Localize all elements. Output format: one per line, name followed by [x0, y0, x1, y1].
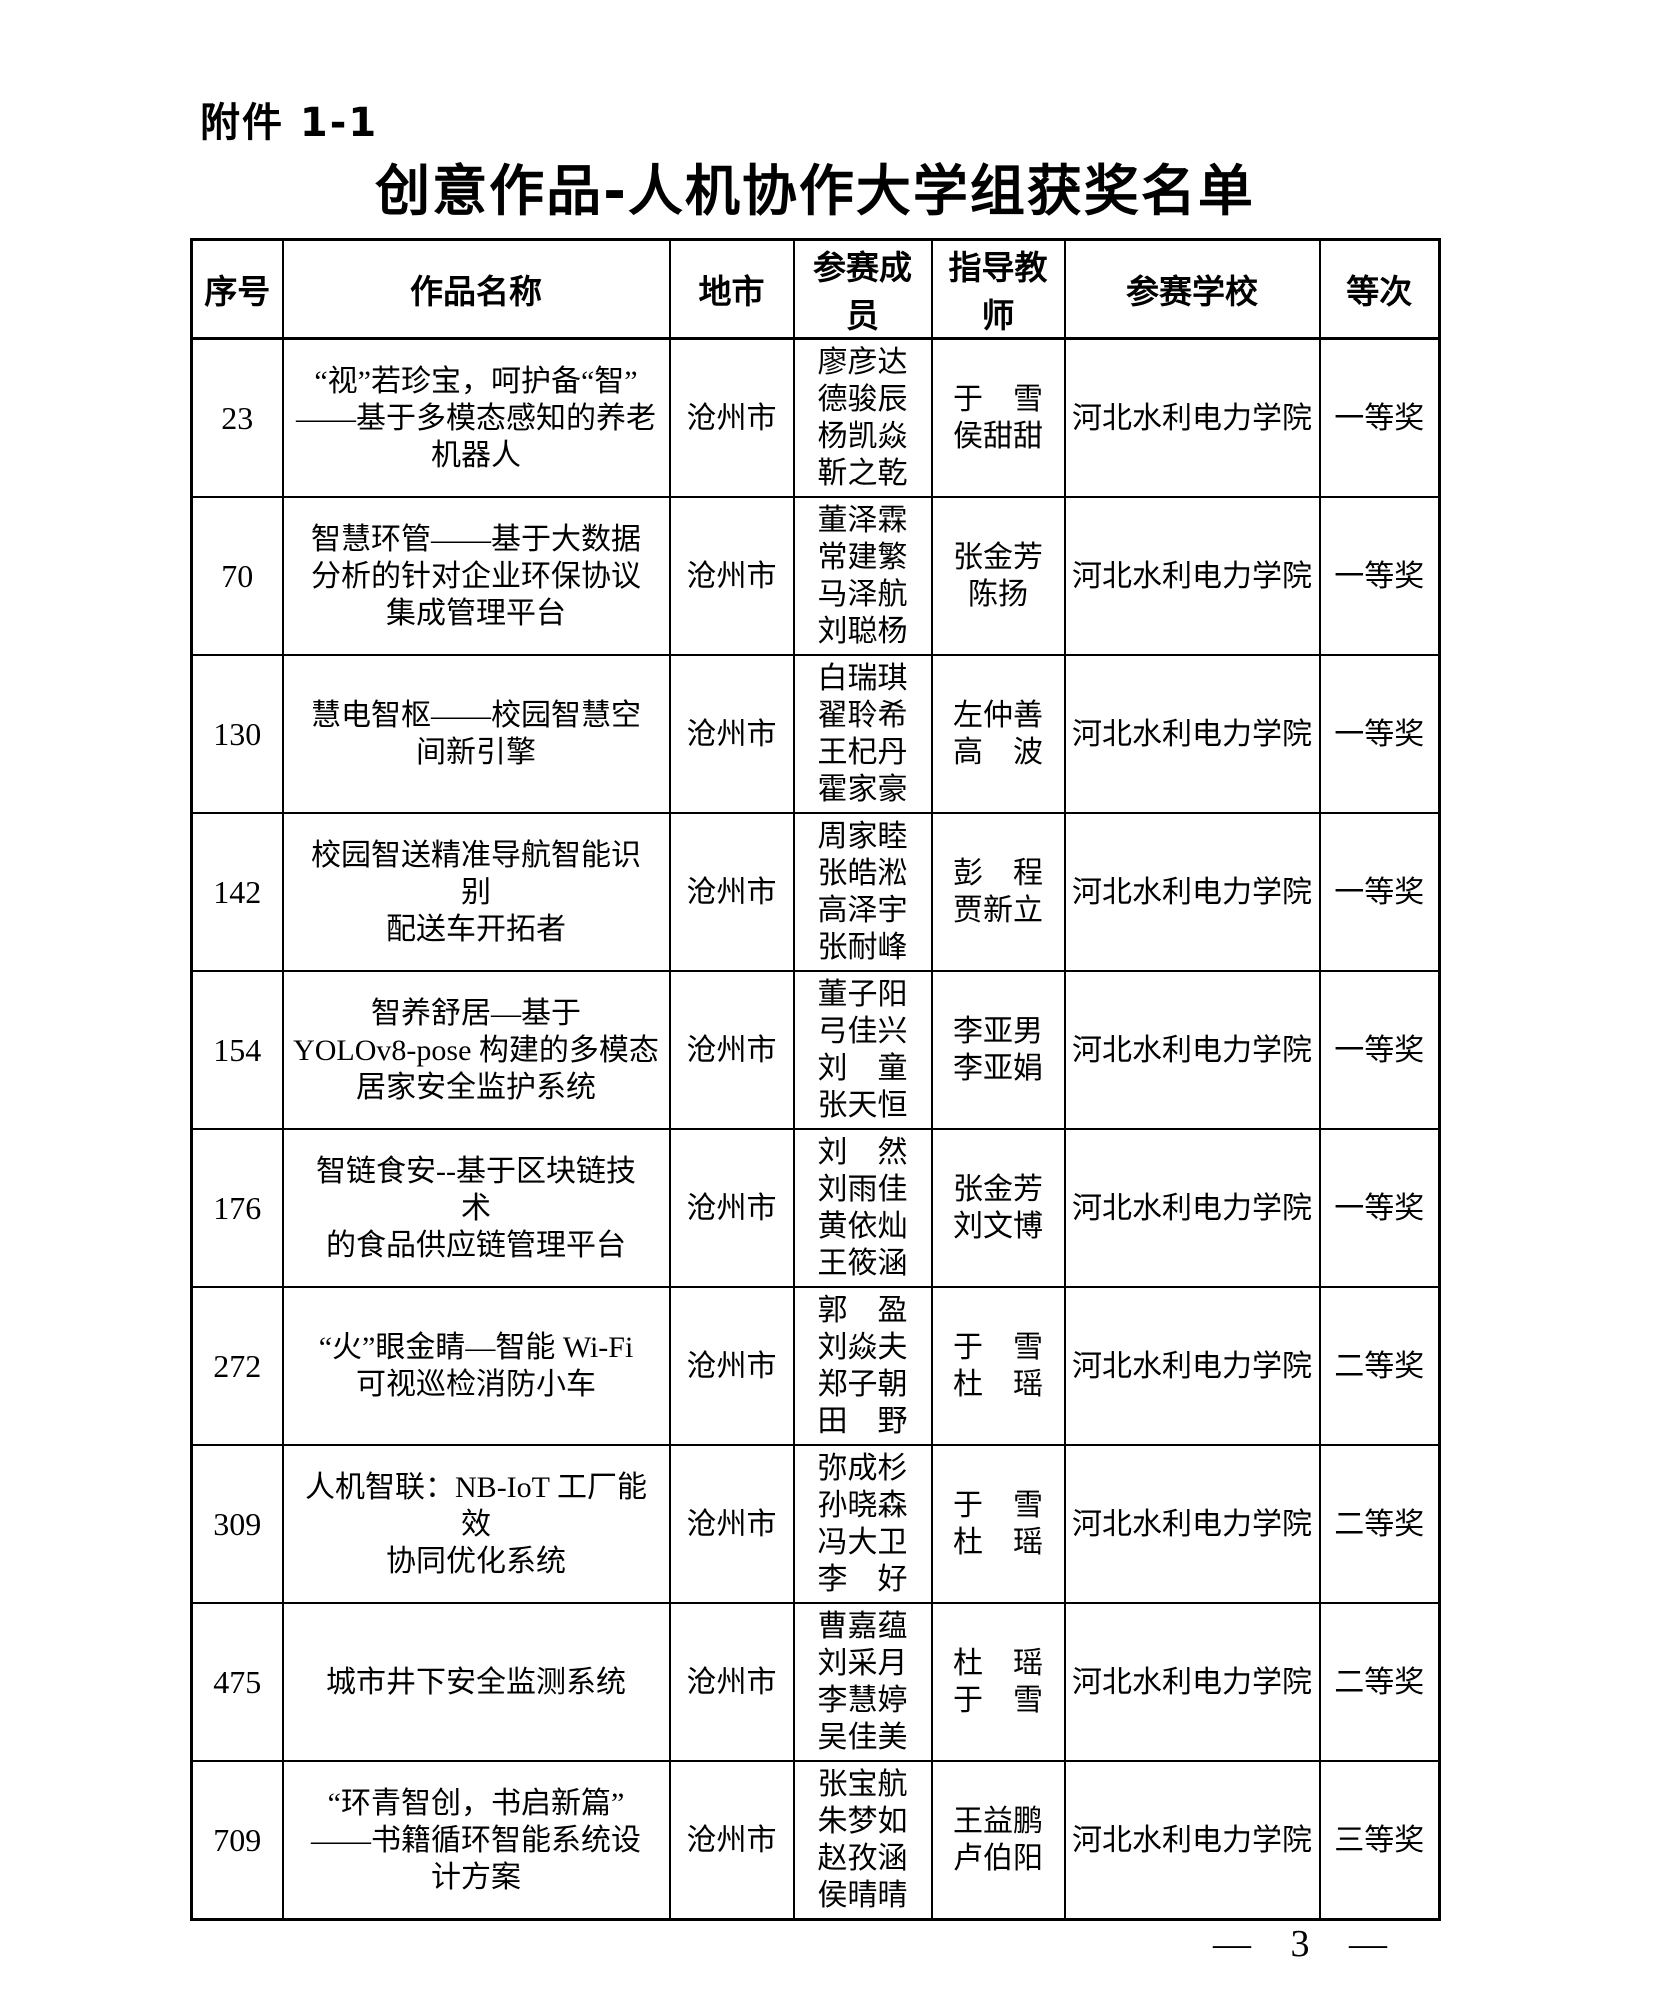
cell-award-level: 一等奖 — [1318, 337, 1441, 498]
cell-work-title: 智慧环管——基于大数据 分析的针对企业环保协议 集成管理平台 — [281, 496, 671, 656]
column-header-award-level: 等次 — [1318, 238, 1441, 340]
page-title: 创意作品-人机协作大学组获奖名单 — [375, 159, 1255, 223]
cell-work-title: 智链食安--基于区块链技 术 的食品供应链管理平台 — [281, 1128, 671, 1288]
award-table: 序号 作品名称 地市 参赛成员 指导教师 参赛学校 等次 23 “视”若珍宝，呵… — [190, 238, 1441, 1921]
cell-work-title: “环青智创，书启新篇” ——书籍循环智能系统设 计方案 — [281, 1760, 671, 1921]
column-header-work-title: 作品名称 — [281, 238, 671, 340]
table-row: 70 智慧环管——基于大数据 分析的针对企业环保协议 集成管理平台 沧州市 董泽… — [190, 496, 1441, 656]
table-row: 154 智养舒居—基于 YOLOv8-pose 构建的多模态 居家安全监护系统 … — [190, 970, 1441, 1130]
cell-teachers: 杜 瑶 于 雪 — [930, 1602, 1066, 1762]
cell-award-level: 二等奖 — [1318, 1444, 1441, 1604]
cell-members: 刘 然 刘雨佳 黄依灿 王筱涵 — [792, 1128, 933, 1288]
cell-city: 沧州市 — [668, 654, 795, 814]
cell-teachers: 于 雪 杜 瑶 — [930, 1286, 1066, 1446]
cell-members: 曹嘉蕴 刘采月 李慧婷 吴佳美 — [792, 1602, 933, 1762]
cell-city: 沧州市 — [668, 812, 795, 972]
column-header-teachers: 指导教师 — [930, 238, 1066, 340]
column-header-members: 参赛成员 — [792, 238, 933, 340]
cell-members: 张宝航 朱梦如 赵孜涵 侯晴晴 — [792, 1760, 933, 1921]
cell-work-title: 人机智联：NB-IoT 工厂能 效 协同优化系统 — [281, 1444, 671, 1604]
cell-award-level: 二等奖 — [1318, 1286, 1441, 1446]
page-number: — 3 — — [1213, 1923, 1387, 1965]
cell-city: 沧州市 — [668, 1444, 795, 1604]
cell-school: 河北水利电力学院 — [1063, 970, 1321, 1130]
column-header-school: 参赛学校 — [1063, 238, 1321, 340]
cell-city: 沧州市 — [668, 1286, 795, 1446]
cell-city: 沧州市 — [668, 970, 795, 1130]
cell-serial-number: 23 — [190, 337, 284, 498]
cell-serial-number: 176 — [190, 1128, 284, 1288]
cell-city: 沧州市 — [668, 1760, 795, 1921]
table-row: 23 “视”若珍宝，呵护备“智” ——基于多模态感知的养老 机器人 沧州市 廖彦… — [190, 337, 1441, 498]
cell-award-level: 一等奖 — [1318, 812, 1441, 972]
table-row: 176 智链食安--基于区块链技 术 的食品供应链管理平台 沧州市 刘 然 刘雨… — [190, 1128, 1441, 1288]
cell-school: 河北水利电力学院 — [1063, 1444, 1321, 1604]
cell-teachers: 彭 程 贾新立 — [930, 812, 1066, 972]
cell-award-level: 一等奖 — [1318, 654, 1441, 814]
cell-award-level: 三等奖 — [1318, 1760, 1441, 1921]
cell-serial-number: 142 — [190, 812, 284, 972]
cell-award-level: 二等奖 — [1318, 1602, 1441, 1762]
attachment-label: 附件 1-1 — [200, 100, 379, 146]
cell-work-title: 慧电智枢——校园智慧空 间新引擎 — [281, 654, 671, 814]
cell-city: 沧州市 — [668, 496, 795, 656]
cell-serial-number: 70 — [190, 496, 284, 656]
cell-serial-number: 475 — [190, 1602, 284, 1762]
cell-teachers: 王益鹏 卢伯阳 — [930, 1760, 1066, 1921]
cell-members: 廖彦达 德骏辰 杨凯焱 靳之乾 — [792, 337, 933, 498]
table-header-row: 序号 作品名称 地市 参赛成员 指导教师 参赛学校 等次 — [190, 238, 1441, 340]
cell-serial-number: 154 — [190, 970, 284, 1130]
cell-school: 河北水利电力学院 — [1063, 1128, 1321, 1288]
cell-work-title: 城市井下安全监测系统 — [281, 1602, 671, 1762]
cell-serial-number: 309 — [190, 1444, 284, 1604]
cell-school: 河北水利电力学院 — [1063, 654, 1321, 814]
cell-school: 河北水利电力学院 — [1063, 1602, 1321, 1762]
table-row: 309 人机智联：NB-IoT 工厂能 效 协同优化系统 沧州市 弥成杉 孙晓森… — [190, 1444, 1441, 1604]
cell-city: 沧州市 — [668, 1602, 795, 1762]
cell-teachers: 李亚男 李亚娟 — [930, 970, 1066, 1130]
cell-members: 董泽霖 常建繁 马泽航 刘聪杨 — [792, 496, 933, 656]
cell-award-level: 一等奖 — [1318, 496, 1441, 656]
cell-school: 河北水利电力学院 — [1063, 337, 1321, 498]
table-body: 23 “视”若珍宝，呵护备“智” ——基于多模态感知的养老 机器人 沧州市 廖彦… — [190, 337, 1441, 1921]
cell-work-title: 智养舒居—基于 YOLOv8-pose 构建的多模态 居家安全监护系统 — [281, 970, 671, 1130]
cell-members: 董子阳 弓佳兴 刘 童 张天恒 — [792, 970, 933, 1130]
cell-school: 河北水利电力学院 — [1063, 496, 1321, 656]
cell-serial-number: 709 — [190, 1760, 284, 1921]
cell-school: 河北水利电力学院 — [1063, 1286, 1321, 1446]
table-row: 709 “环青智创，书启新篇” ——书籍循环智能系统设 计方案 沧州市 张宝航 … — [190, 1760, 1441, 1921]
cell-work-title: “火”眼金睛—智能 Wi-Fi 可视巡检消防小车 — [281, 1286, 671, 1446]
cell-school: 河北水利电力学院 — [1063, 812, 1321, 972]
cell-school: 河北水利电力学院 — [1063, 1760, 1321, 1921]
table-row: 272 “火”眼金睛—智能 Wi-Fi 可视巡检消防小车 沧州市 郭 盈 刘焱夫… — [190, 1286, 1441, 1446]
cell-city: 沧州市 — [668, 337, 795, 498]
cell-award-level: 一等奖 — [1318, 970, 1441, 1130]
cell-teachers: 左仲善 高 波 — [930, 654, 1066, 814]
cell-members: 白瑞琪 翟聆希 王杞丹 霍家豪 — [792, 654, 933, 814]
cell-members: 郭 盈 刘焱夫 郑子朝 田 野 — [792, 1286, 933, 1446]
cell-teachers: 于 雪 侯甜甜 — [930, 337, 1066, 498]
cell-serial-number: 130 — [190, 654, 284, 814]
table-row: 142 校园智送精准导航智能识 别 配送车开拓者 沧州市 周家睦 张皓淞 高泽宇… — [190, 812, 1441, 972]
column-header-serial-number: 序号 — [190, 238, 284, 340]
cell-teachers: 张金芳 陈扬 — [930, 496, 1066, 656]
cell-award-level: 一等奖 — [1318, 1128, 1441, 1288]
cell-members: 弥成杉 孙晓森 冯大卫 李 好 — [792, 1444, 933, 1604]
cell-work-title: 校园智送精准导航智能识 别 配送车开拓者 — [281, 812, 671, 972]
table-row: 475 城市井下安全监测系统 沧州市 曹嘉蕴 刘采月 李慧婷 吴佳美 杜 瑶 于… — [190, 1602, 1441, 1762]
cell-members: 周家睦 张皓淞 高泽宇 张耐峰 — [792, 812, 933, 972]
cell-serial-number: 272 — [190, 1286, 284, 1446]
table-row: 130 慧电智枢——校园智慧空 间新引擎 沧州市 白瑞琪 翟聆希 王杞丹 霍家豪… — [190, 654, 1441, 814]
cell-city: 沧州市 — [668, 1128, 795, 1288]
cell-teachers: 张金芳 刘文博 — [930, 1128, 1066, 1288]
column-header-city: 地市 — [668, 238, 795, 340]
cell-teachers: 于 雪 杜 瑶 — [930, 1444, 1066, 1604]
cell-work-title: “视”若珍宝，呵护备“智” ——基于多模态感知的养老 机器人 — [281, 337, 671, 498]
